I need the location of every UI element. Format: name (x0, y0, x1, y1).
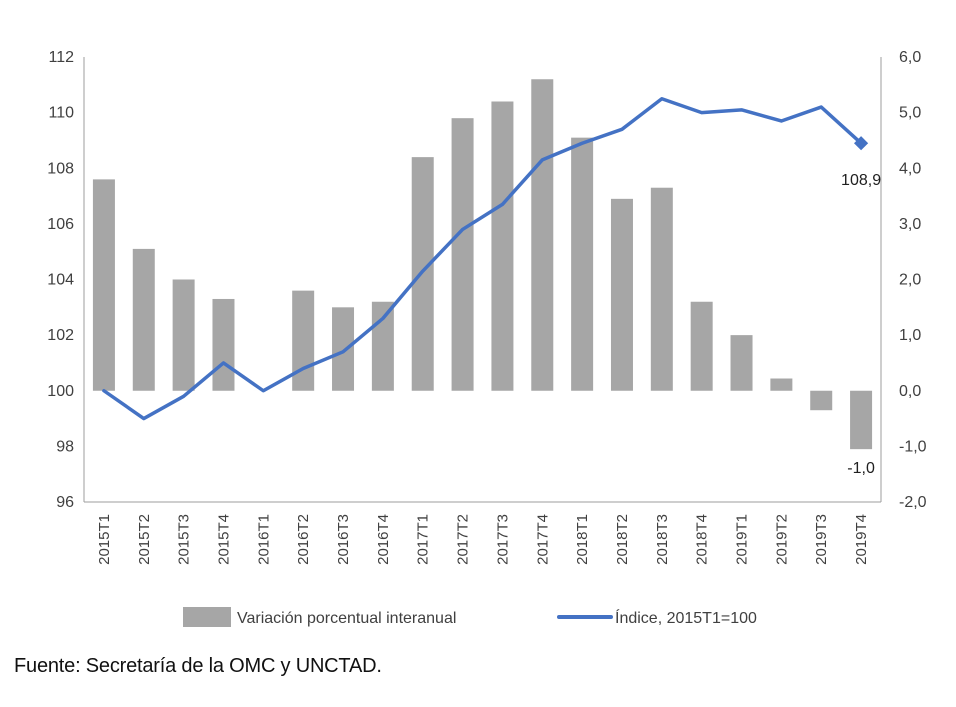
bar-2019T4 (850, 390, 873, 450)
y-left-tick: 96 (56, 494, 74, 511)
x-tick-2015T3: 2015T3 (176, 514, 193, 565)
x-tick-2015T1: 2015T1 (96, 514, 113, 565)
legend-line-label: Índice, 2015T1=100 (615, 608, 757, 627)
x-tick-2017T3: 2017T3 (494, 514, 511, 565)
x-tick-2019T1: 2019T1 (734, 514, 751, 565)
bar-2019T2 (770, 378, 793, 391)
x-tick-2016T1: 2016T1 (255, 514, 272, 565)
legend-bar-swatch (183, 607, 231, 627)
bar-2015T1 (92, 179, 115, 391)
x-tick-2017T2: 2017T2 (455, 514, 472, 565)
last-index-marker (854, 136, 869, 151)
bar-2018T1 (571, 137, 594, 391)
plot-frame (83, 57, 882, 503)
legend-bar-label: Variación porcentual interanual (237, 610, 456, 627)
bar-2018T4 (690, 301, 713, 391)
y-right-tick: 6,0 (899, 49, 921, 66)
index-line-group (102, 96, 869, 421)
y-right-tick: 5,0 (899, 105, 921, 122)
y-left-tick: 106 (47, 216, 74, 233)
y-left-tick: 102 (47, 327, 74, 344)
y-right-tick: 2,0 (899, 272, 921, 289)
bar-2017T1 (411, 157, 434, 391)
bar-2018T3 (650, 187, 673, 391)
source-note: Fuente: Secretaría de la OMC y UNCTAD. (14, 655, 382, 677)
last-bar-label: -1,0 (847, 460, 875, 477)
y-right-tick: 3,0 (899, 216, 921, 233)
annotations: 108,9 -1,0 (841, 172, 881, 477)
y-right-tick: 4,0 (899, 160, 921, 177)
bar-2015T3 (172, 279, 195, 391)
bar-2017T4 (531, 79, 554, 391)
y-left-tick: 110 (48, 105, 74, 122)
bar-2017T2 (451, 118, 474, 391)
index-line (102, 96, 863, 421)
bar-2016T2 (292, 290, 315, 391)
x-tick-2019T4: 2019T4 (853, 514, 870, 565)
x-tick-2019T3: 2019T3 (813, 514, 830, 565)
bar-2015T4 (212, 298, 235, 391)
x-tick-2015T4: 2015T4 (215, 514, 232, 565)
y-axis-right: -2,0 -1,0 0,0 1,0 2,0 3,0 4,0 5,0 6,0 (899, 49, 927, 511)
y-left-tick: 98 (56, 438, 74, 455)
y-left-tick: 104 (47, 272, 74, 289)
x-tick-2017T4: 2017T4 (534, 514, 551, 565)
y-right-tick: -1,0 (899, 438, 927, 455)
bar-2019T3 (810, 390, 833, 411)
last-index-label: 108,9 (841, 172, 881, 189)
y-left-tick: 100 (47, 383, 74, 400)
bar-2016T4 (371, 301, 394, 391)
x-tick-2018T2: 2018T2 (614, 514, 631, 565)
bar-2018T2 (610, 198, 633, 391)
x-tick-2018T3: 2018T3 (654, 514, 671, 565)
bar-2016T3 (332, 307, 355, 391)
y-left-tick: 108 (47, 160, 74, 177)
bar-2019T1 (730, 335, 753, 391)
x-tick-2015T2: 2015T2 (136, 514, 153, 565)
x-tick-2016T3: 2016T3 (335, 514, 352, 565)
legend: Variación porcentual interanual Índice, … (183, 607, 757, 627)
x-tick-2016T2: 2016T2 (295, 514, 312, 565)
x-tick-2018T1: 2018T1 (574, 514, 591, 565)
x-tick-2017T1: 2017T1 (415, 514, 432, 565)
x-tick-2016T4: 2016T4 (375, 514, 392, 565)
y-right-tick: 0,0 (899, 383, 921, 400)
y-axis-left: 96 98 100 102 104 106 108 110 112 (47, 49, 74, 511)
x-axis: 2015T1 2015T2 2015T3 2015T4 2016T1 2016T2 2016… (96, 514, 870, 565)
x-tick-2019T2: 2019T2 (773, 514, 790, 565)
y-right-tick: -2,0 (899, 494, 927, 511)
bar-2015T2 (132, 248, 155, 391)
y-right-tick: 1,0 (899, 327, 921, 344)
y-left-tick: 112 (48, 49, 74, 66)
combo-chart: 96 98 100 102 104 106 108 110 112 -2,0 -1,0 0,0 1,0… (47, 49, 927, 627)
bars-group (92, 79, 873, 450)
bar-2017T3 (491, 101, 514, 391)
x-tick-2018T4: 2018T4 (694, 514, 711, 565)
